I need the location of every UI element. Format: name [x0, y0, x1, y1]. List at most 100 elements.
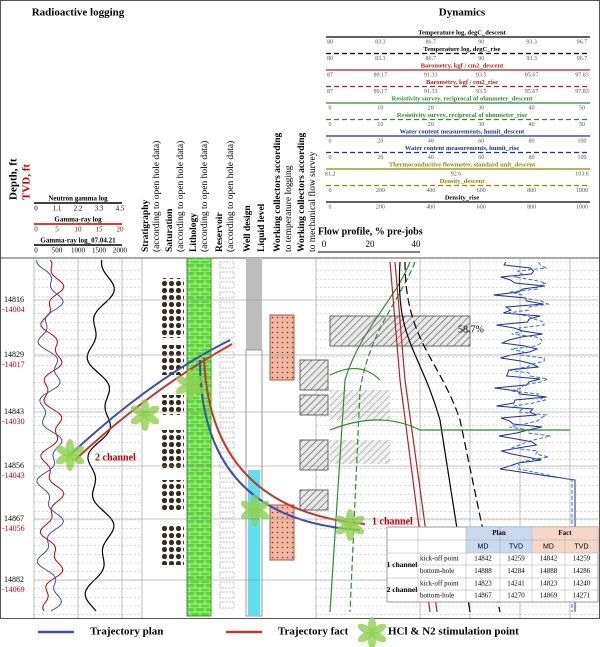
- scale-tick-label: 97.83: [575, 89, 589, 95]
- reservoir-brick: [219, 491, 235, 499]
- table-point: kick-off point: [420, 555, 459, 563]
- neutron-curve: [84, 259, 115, 612]
- scale-tick-label: 87: [327, 72, 333, 78]
- scale-tick-label: 80: [327, 39, 333, 45]
- collector-temperature: [269, 504, 295, 561]
- table-group: Plan: [492, 529, 506, 537]
- reservoir-brick: [219, 551, 235, 559]
- reservoir-brick: [219, 321, 235, 329]
- stimulation-leaf: [175, 383, 191, 395]
- saturation-block: [162, 278, 184, 338]
- scale-tick-label: 83.3: [375, 39, 386, 45]
- stimulation-leaf: [240, 508, 256, 520]
- dynamics-curve: [329, 261, 411, 613]
- trajectory: [199, 359, 361, 531]
- column-header: Working collectors according: [297, 132, 307, 252]
- reservoir-brick: [219, 601, 235, 609]
- scale-tick-label: 0: [329, 138, 332, 144]
- saturation-block: [162, 525, 184, 555]
- scale-tick-label: 1000: [71, 247, 86, 255]
- stimulation-point: [357, 617, 387, 647]
- scale-tick-label: 5: [55, 226, 59, 234]
- scale-tick-label: 0: [329, 155, 332, 161]
- table-cell: 14888: [540, 567, 558, 575]
- scale-tick-label: 20: [117, 226, 125, 234]
- stimulation-leaf: [55, 445, 71, 457]
- scale-tick-label: 92.6: [451, 171, 462, 177]
- scale-tick-label: 500: [52, 247, 63, 255]
- reservoir-brick: [219, 571, 235, 579]
- reservoir-brick: [219, 271, 235, 279]
- reservoir-brick: [219, 401, 235, 409]
- scale-tick-label: 95.67: [525, 72, 539, 78]
- scale-tick-label: 20: [377, 155, 383, 161]
- water-curve: [507, 261, 573, 612]
- table-cell: 14888: [474, 567, 492, 575]
- scale-tick-label: 3.3: [95, 205, 104, 213]
- flow-tick-label: 40: [412, 239, 422, 249]
- scale-tick-label: 40: [428, 138, 434, 144]
- scale-tick-label: 0: [34, 226, 38, 234]
- stimulation-leaf: [371, 623, 387, 635]
- stimulation-leaf: [69, 445, 85, 457]
- column-header: Saturation: [165, 208, 175, 252]
- collector-flow: [299, 489, 329, 511]
- trajectory: [74, 343, 233, 461]
- saturation-block: [162, 480, 184, 510]
- scale-tick-label: 93.3: [526, 39, 537, 45]
- scale-tick-label: 96.7: [577, 39, 588, 45]
- scale-tick-label: 4.5: [116, 205, 125, 213]
- scale-label: Temperature log, degC_rise: [423, 46, 500, 53]
- scale-tick-label: 20: [428, 105, 434, 111]
- scale-tick-label: 87: [327, 89, 333, 95]
- scale-label: Gamma-ray log_07.04.21: [40, 237, 116, 245]
- reservoir-brick: [219, 371, 235, 379]
- scale-tick-label: 93.3: [526, 56, 537, 62]
- table-cell: 14286: [573, 567, 591, 575]
- scale-tick-label: 40: [428, 155, 434, 161]
- collector-flow: [299, 394, 329, 416]
- stimulation-leaf: [254, 508, 270, 520]
- scale-label: Barometry, kgf / cm2_descent: [421, 62, 504, 69]
- scale-tick-label: 600: [477, 188, 486, 194]
- scale-tick-label: 80: [529, 138, 535, 144]
- scale-label: Barometry, kgf / cm2_rise: [426, 79, 498, 86]
- scale-tick-label: 83.3: [375, 56, 386, 62]
- scale-tick-label: 400: [426, 188, 435, 194]
- scale-tick-label: 90: [478, 56, 484, 62]
- scale-label: Thermoconductive flowmeter, standard uni…: [389, 161, 536, 168]
- channel-label: 2 channel: [95, 452, 136, 463]
- scale-tick-label: 0: [329, 105, 332, 111]
- stimulation-leaf: [349, 515, 365, 527]
- flow-tick-label: 20: [366, 239, 376, 249]
- scale-tick-label: 20: [428, 122, 434, 128]
- stimulation-leaf: [357, 631, 373, 643]
- gamma-curve: [39, 259, 65, 612]
- table-subheader: TVD: [509, 543, 523, 550]
- table-subheader: MD: [478, 543, 489, 550]
- table-cell: 14284: [507, 567, 525, 575]
- table-cell: 14241: [507, 580, 525, 588]
- saturation-block: [162, 555, 184, 565]
- scale-tick-label: 0: [34, 247, 38, 255]
- scale-tick-label: 800: [527, 188, 536, 194]
- saturation-block: [162, 395, 184, 415]
- well-casing: [246, 258, 262, 350]
- channel-label: 1 channel: [372, 516, 413, 527]
- table-cell: 14842: [474, 555, 492, 563]
- reservoir-brick: [219, 391, 235, 399]
- section-title: Radioactive logging: [32, 7, 125, 19]
- saturation-block: [162, 430, 184, 470]
- reservoir-brick: [219, 361, 235, 369]
- scale-tick-label: 0: [329, 204, 332, 210]
- reservoir-brick: [219, 331, 235, 339]
- column-header: Reservoir: [215, 212, 225, 252]
- scale-label: Density_rise: [445, 194, 479, 201]
- column-header: (according to open hole data): [175, 141, 186, 252]
- reservoir-brick: [219, 541, 235, 549]
- scale-tick-label: 97.83: [575, 72, 589, 78]
- scale-tick-label: 93.5: [476, 72, 487, 78]
- table-channel: 2 channel: [387, 585, 418, 594]
- table-cell: 14869: [540, 592, 558, 600]
- reservoir-brick: [219, 481, 235, 489]
